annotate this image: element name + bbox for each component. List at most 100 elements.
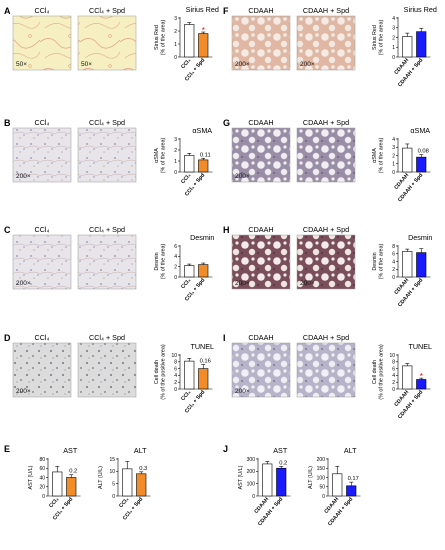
chart-title: Desmin [190,233,214,242]
micrograph-panel-A: A CCl₄ CCl₄ + Spd 50× 50× [4,6,137,71]
micrograph-control [231,127,291,183]
y-tick-label: 100 [247,481,256,487]
y-tick-label: 60 [39,466,45,472]
magnification-label: 200× [16,280,31,287]
panel-letter: C [4,225,11,235]
y-tick-label: 1 [174,42,177,48]
bar-control [402,36,413,58]
bar-control [184,265,195,278]
y-tick-label: 0 [42,494,45,500]
y-axis-label: (% of the area) [161,19,167,55]
y-tick-label: 40 [39,475,45,481]
chart-title: AST [63,446,78,455]
y-axis-label: Cell death [372,360,378,384]
y-tick-label: 6 [392,366,395,372]
y-tick-label: 10 [109,469,115,475]
bar-treatment [416,31,427,58]
micrograph-treatment [296,127,356,183]
y-tick-label: 4 [392,16,395,22]
y-tick-label: 3 [174,16,177,22]
p-value-label: 0.2 [69,469,77,475]
group-label-control: CCl₄ [35,6,50,15]
y-tick-label: 0 [322,494,325,500]
p-value-label: 0.11 [200,152,211,158]
y-tick-label: 2 [174,380,177,386]
chart-F-Sirius Red: Sirius Red01234Sirius Red (% of the area)… [372,5,437,88]
group-label-treatment: CDAAH + Spd [303,118,349,127]
p-value-label: 0.16 [200,359,211,365]
bar-control [262,463,273,497]
group-label-control: CDAAH [248,333,273,342]
magnification-label: 50× [81,61,92,68]
panel-letter: F [223,6,229,16]
y-tick-label: 6 [174,244,177,250]
group-label-control: CCl₄ [35,118,50,127]
y-tick-label: 3 [174,137,177,143]
bar-control [184,155,195,173]
bar-control [402,365,413,390]
chart-title: TUNEL [190,342,214,351]
chart-title: Desmin [408,233,432,242]
magnification-label: 200× [235,173,250,180]
y-tick-label: 6 [174,366,177,372]
group-label-treatment: CCl₄ + Spd [89,6,125,15]
y-tick-label: 3 [392,26,395,32]
y-axis-label: (% of the area) [161,137,167,173]
y-tick-label: 2 [392,35,395,41]
y-tick-label: 2 [174,264,177,270]
micrograph-treatment [77,127,137,183]
micrograph-treatment [77,15,137,71]
micrograph-control [231,15,291,71]
group-label-control: CCl₄ [35,333,50,342]
micrograph-control [12,234,72,290]
y-tick-label: 2 [174,29,177,35]
bar-control [122,468,133,497]
bar-treatment [346,485,357,497]
magnification-label: 200× [235,280,250,287]
group-label-treatment: CCl₄ + Spd [89,225,125,234]
y-tick-label: 4 [392,373,395,379]
panel-letter: G [223,118,230,128]
y-tick-label: 5 [112,481,115,487]
chart-title: αSMA [192,126,212,135]
y-axis-label: ALT (U/L) [308,466,314,489]
micrograph-treatment [77,234,137,290]
p-value-label: 0.17 [348,476,359,482]
micrograph-control [12,127,72,183]
y-axis-label: (% of the positive area) [379,344,385,400]
chart-title: ALT [134,446,147,455]
micrograph-panel-F: F CDAAH CDAAH + Spd 200× 200× [223,6,356,71]
magnification-label: 200× [300,280,315,287]
panel-letter: B [4,118,11,128]
y-axis-label: Cell death [154,360,160,384]
y-axis-label: Desmin [372,252,378,270]
category-label: CCl₄ [48,496,60,509]
category-label: CCl₄ [180,57,192,70]
panel-letter: D [4,333,11,343]
y-axis-label: ALT (U/L) [98,466,104,489]
micrograph-panel-B: B CCl₄ CCl₄ + Spd 200× [4,118,137,183]
y-axis-label: Sirius Red [154,25,160,50]
bar-control [402,147,413,173]
group-label-control: CCl₄ [35,225,50,234]
micrograph-control [12,15,72,71]
y-tick-label: 1 [392,45,395,51]
bar-treatment [198,264,209,278]
bar-treatment [276,467,287,497]
group-label-treatment: CDAAH + Spd [303,225,349,234]
micrograph-panel-C: C CCl₄ CCl₄ + Spd 200× [4,225,137,290]
magnification-label: 200× [235,61,250,68]
magnification-label: 200× [235,388,250,395]
bar-control [332,473,343,497]
bar-treatment [416,252,427,278]
micrograph-control [231,234,291,290]
y-axis-label: AST (U/L) [238,465,244,489]
